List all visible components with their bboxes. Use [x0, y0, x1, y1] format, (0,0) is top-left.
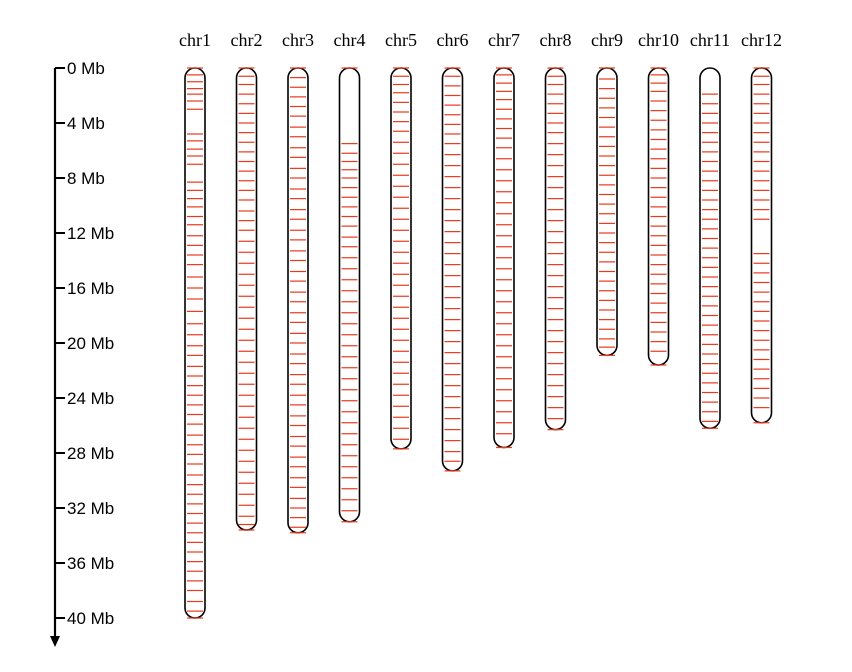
scale-tick-label: 4 Mb [67, 114, 105, 133]
scale-tick-label: 16 Mb [67, 279, 114, 298]
chromosome-chr10: chr10 [638, 30, 679, 366]
chromosome-label: chr3 [282, 30, 314, 50]
chromosome-outline [287, 67, 309, 534]
chromosome-outline [596, 67, 618, 357]
chromosome-label: chr11 [690, 30, 730, 50]
chromosome-outline [338, 67, 361, 523]
chromosome-outline [544, 67, 567, 431]
chromosome-chr4: chr4 [334, 30, 366, 523]
scale-tick-label: 8 Mb [67, 169, 105, 188]
chromosome-label: chr10 [638, 30, 679, 50]
scale-tick-label: 32 Mb [67, 499, 114, 518]
chromosome-chr5: chr5 [385, 30, 417, 450]
chromosome-chr1: chr1 [179, 30, 211, 619]
scale-tick-label: 40 Mb [67, 609, 114, 628]
chromosome-label: chr2 [231, 30, 263, 50]
chromosome-chr7: chr7 [488, 30, 520, 449]
chromosome-label: chr8 [540, 30, 572, 50]
scale-tick-label: 0 Mb [67, 59, 105, 78]
chromosome-label: chr7 [488, 30, 520, 50]
chromosome-label: chr4 [334, 30, 366, 50]
chromosome-outline [184, 67, 206, 619]
chromosome-label: chr1 [179, 30, 211, 50]
chromosome-label: chr6 [437, 30, 469, 50]
chromosome-label: chr5 [385, 30, 417, 50]
scale-arrow-icon [50, 636, 60, 647]
chromosome-chr8: chr8 [540, 30, 572, 431]
chromosome-chr9: chr9 [591, 30, 623, 357]
scale-tick-label: 28 Mb [67, 444, 114, 463]
chromosome-chr12: chr12 [741, 30, 782, 424]
chromosome-label: chr12 [741, 30, 782, 50]
chromosome-outline [441, 67, 464, 472]
scale-tick-label: 20 Mb [67, 334, 114, 353]
chromosome-chr3: chr3 [282, 30, 314, 534]
scale-bar: 0 Mb 4 Mb 8 Mb 12 Mb 16 Mb 20 Mb 24 Mb 28 Mb 32 … [50, 59, 114, 647]
chromosome-chr2: chr2 [231, 30, 263, 531]
chromosome-chr11: chr11 [690, 30, 730, 430]
scale-tick-label: 24 Mb [67, 389, 114, 408]
chromosome-chr6: chr6 [437, 30, 469, 472]
scale-tick-label: 12 Mb [67, 224, 114, 243]
chromosome-label: chr9 [591, 30, 623, 50]
scale-tick-label: 36 Mb [67, 554, 114, 573]
chromosome-outline [390, 67, 412, 450]
chromosomes: chr1 chr2 chr3 chr4 chr5 chr6 chr7 chr8 chr9 chr1… [179, 30, 782, 619]
